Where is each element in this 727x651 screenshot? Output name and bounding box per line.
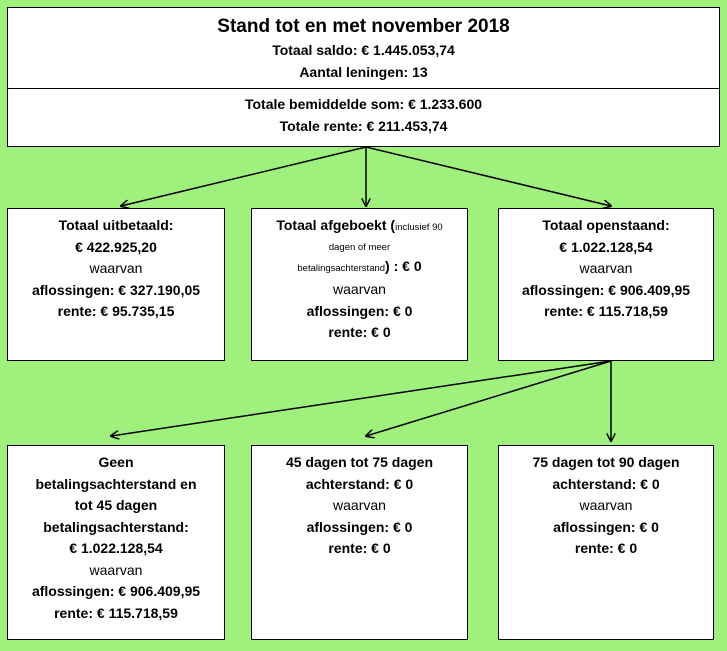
bucket-75-90-repayments: aflossingen: € 0 bbox=[553, 518, 659, 535]
paid-out-repayments: aflossingen: € 327.190,05 bbox=[31, 281, 201, 298]
paid-out-interest: rente: € 95.735,15 bbox=[57, 303, 175, 319]
bucket-0-45-interest: rente: € 115.718,59 bbox=[54, 604, 178, 621]
bucket-45-75-box: 45 dagen tot 75 dagen achterstand: € 0 w… bbox=[251, 445, 468, 640]
bucket-45-75-waarvan: waarvan bbox=[333, 497, 386, 513]
bucket-75-90-waarvan: waarvan bbox=[579, 497, 633, 513]
written-off-note-3: betalingsachterstand bbox=[297, 262, 386, 274]
written-off-note-1: inclusief 90 bbox=[395, 222, 443, 233]
bucket-0-45-box: Geen betalingsachterstand en tot 45 dage… bbox=[7, 445, 225, 640]
written-off-amount: ) : € 0 bbox=[385, 257, 422, 274]
paid-out-amount: € 422.925,20 bbox=[75, 238, 157, 255]
summary-totals: Totale bemiddelde som: € 1.233.600 Total… bbox=[8, 89, 719, 137]
arrow-to-bucket-2 bbox=[366, 360, 612, 436]
written-off-waarvan: waarvan bbox=[333, 281, 386, 297]
arrow-to-bucket-1 bbox=[111, 360, 612, 436]
written-off-note-2: dagen of meer bbox=[328, 241, 391, 253]
bucket-0-45-line1: Geen bbox=[98, 454, 134, 470]
bucket-0-45-amount: € 1.022.128,54 bbox=[69, 540, 163, 556]
outstanding-waarvan: waarvan bbox=[579, 260, 633, 276]
total-mediated-sum: Totale bemiddelde som: € 1.233.600 bbox=[244, 96, 483, 112]
paid-out-waarvan: waarvan bbox=[89, 260, 143, 276]
outstanding-title: Totaal openstaand: bbox=[542, 217, 670, 233]
bucket-75-90-interest: rente: € 0 bbox=[574, 540, 638, 556]
bucket-0-45-line4: betalingsachterstand: bbox=[43, 518, 189, 535]
written-off-box: Totaal afgeboekt (inclusief 90 dagen of … bbox=[251, 208, 468, 361]
bucket-0-45-waarvan: waarvan bbox=[89, 561, 143, 578]
bucket-75-90-line2: achterstand: € 0 bbox=[552, 475, 660, 492]
written-off-repayments: aflossingen: € 0 bbox=[306, 302, 413, 319]
summary-box: Stand tot en met november 2018 Totaal sa… bbox=[7, 7, 720, 147]
arrow-to-paid bbox=[121, 146, 367, 206]
bucket-45-75-line1: 45 dagen tot 75 dagen bbox=[285, 454, 434, 470]
summary-header: Stand tot en met november 2018 Totaal sa… bbox=[8, 8, 719, 89]
total-saldo: Totaal saldo: € 1.445.053,74 bbox=[272, 42, 455, 58]
bucket-0-45-line3: tot 45 dagen bbox=[74, 497, 158, 513]
paid-out-box: Totaal uitbetaald: € 422.925,20 waarvan … bbox=[7, 208, 225, 361]
bucket-45-75-line2: achterstand: € 0 bbox=[305, 475, 414, 492]
arrow-to-open bbox=[365, 146, 611, 206]
outstanding-interest: rente: € 115.718,59 bbox=[544, 303, 668, 319]
bucket-75-90-box: 75 dagen tot 90 dagen achterstand: € 0 w… bbox=[498, 445, 714, 640]
page-title: Stand tot en met november 2018 bbox=[217, 16, 510, 37]
bucket-75-90-line1: 75 dagen tot 90 dagen bbox=[532, 454, 680, 470]
bucket-0-45-line2: betalingsachterstand en bbox=[35, 475, 197, 492]
written-off-interest: rente: € 0 bbox=[328, 324, 391, 340]
outstanding-repayments: aflossingen: € 906.409,95 bbox=[521, 281, 691, 298]
total-interest: Totale rente: € 211.453,74 bbox=[279, 117, 448, 134]
bucket-0-45-repayments: aflossingen: € 906.409,95 bbox=[31, 583, 201, 599]
loan-count: Aantal leningen: 13 bbox=[299, 63, 428, 80]
bucket-45-75-repayments: aflossingen: € 0 bbox=[306, 518, 413, 535]
bucket-45-75-interest: rente: € 0 bbox=[328, 540, 391, 556]
paid-out-title: Totaal uitbetaald: bbox=[58, 217, 174, 233]
outstanding-amount: € 1.022.128,54 bbox=[559, 238, 653, 255]
written-off-title: Totaal afgeboekt ( bbox=[276, 217, 396, 233]
outstanding-box: Totaal openstaand: € 1.022.128,54 waarva… bbox=[498, 208, 714, 361]
